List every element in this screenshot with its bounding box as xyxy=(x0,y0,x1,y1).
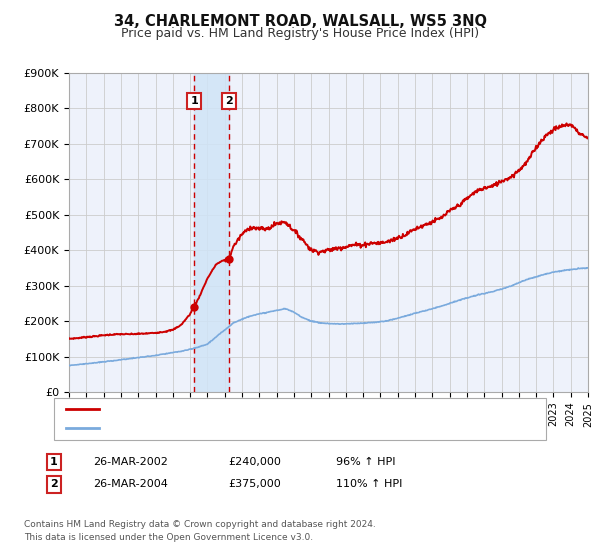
Text: This data is licensed under the Open Government Licence v3.0.: This data is licensed under the Open Gov… xyxy=(24,533,313,542)
Text: £240,000: £240,000 xyxy=(228,457,281,467)
Text: 34, CHARLEMONT ROAD, WALSALL, WS5 3NQ (detached house): 34, CHARLEMONT ROAD, WALSALL, WS5 3NQ (d… xyxy=(105,404,461,414)
Text: £375,000: £375,000 xyxy=(228,479,281,489)
Text: 26-MAR-2002: 26-MAR-2002 xyxy=(93,457,168,467)
Bar xyxy=(194,73,229,392)
Text: 26-MAR-2004: 26-MAR-2004 xyxy=(93,479,168,489)
Text: 1: 1 xyxy=(190,96,198,106)
Text: 2: 2 xyxy=(50,479,58,489)
Text: 96% ↑ HPI: 96% ↑ HPI xyxy=(336,457,395,467)
Text: Contains HM Land Registry data © Crown copyright and database right 2024.: Contains HM Land Registry data © Crown c… xyxy=(24,520,376,529)
Text: 1: 1 xyxy=(50,457,58,467)
Text: Price paid vs. HM Land Registry's House Price Index (HPI): Price paid vs. HM Land Registry's House … xyxy=(121,27,479,40)
Text: 2: 2 xyxy=(225,96,233,106)
Text: HPI: Average price, detached house, Walsall: HPI: Average price, detached house, Wals… xyxy=(105,423,350,433)
Text: 34, CHARLEMONT ROAD, WALSALL, WS5 3NQ: 34, CHARLEMONT ROAD, WALSALL, WS5 3NQ xyxy=(113,14,487,29)
Text: 110% ↑ HPI: 110% ↑ HPI xyxy=(336,479,403,489)
